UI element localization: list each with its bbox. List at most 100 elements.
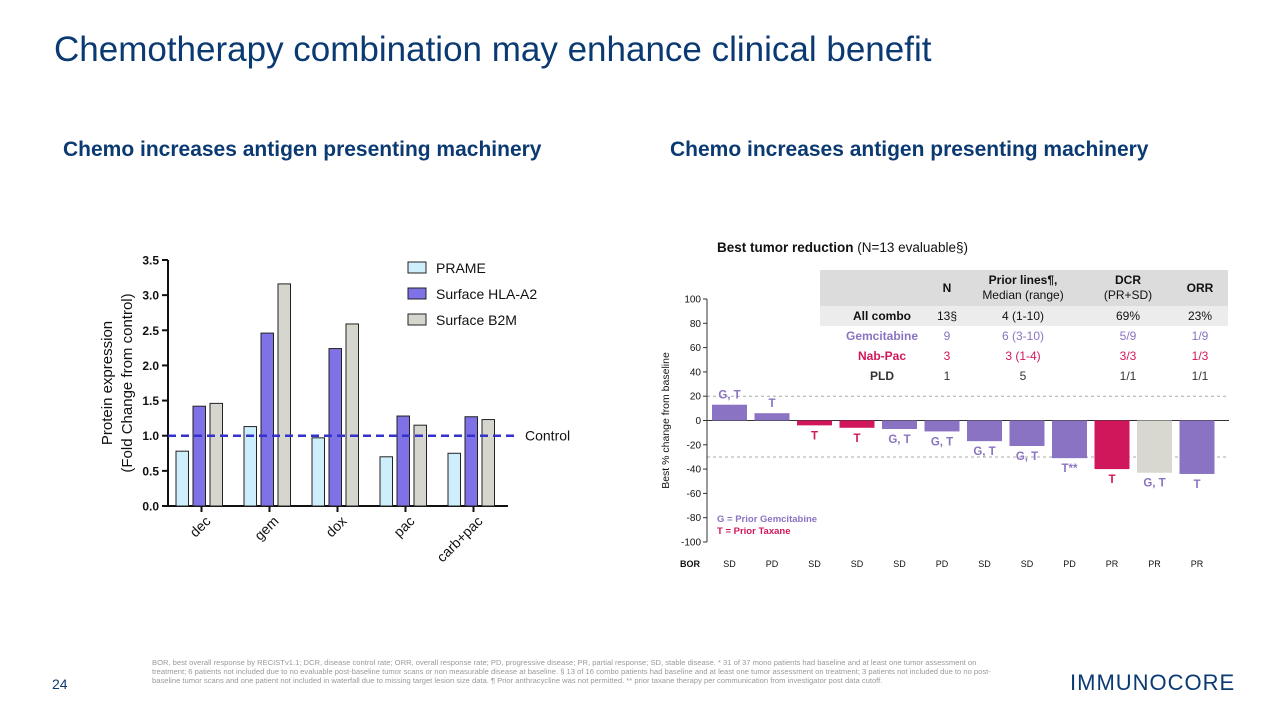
bar-annotation: T xyxy=(768,398,775,410)
table-cell: 3 xyxy=(944,349,951,363)
key-gemcitabine: G = Prior Gemcitabine xyxy=(717,514,817,525)
bor-label: PD xyxy=(936,559,949,569)
waterfall-title: Best tumor reduction (N=13 evaluable§) xyxy=(717,240,968,255)
y-tick-label: -80 xyxy=(687,513,702,524)
bar-surface-b2m xyxy=(481,419,495,507)
bar-surface-hla-a2 xyxy=(396,415,410,507)
waterfall-title-bold: Best tumor reduction xyxy=(717,240,854,255)
table-row-name: Gemcitabine xyxy=(846,329,918,343)
table-row-name: PLD xyxy=(870,369,894,383)
bar-annotation: T xyxy=(853,433,860,445)
table-body-bg xyxy=(820,326,1228,386)
bor-header: BOR xyxy=(680,559,701,569)
bar-annotation: T** xyxy=(1062,463,1079,475)
x-tick-label: dox xyxy=(322,513,349,540)
bor-label: SD xyxy=(1021,559,1034,569)
slide-title: Chemotherapy combination may enhance cli… xyxy=(54,30,932,69)
y-tick-label: 40 xyxy=(690,367,702,378)
bar-annotation: G, T xyxy=(973,446,995,458)
bor-label: PD xyxy=(766,559,779,569)
waterfall-bar xyxy=(1179,420,1215,474)
table-header-bg xyxy=(820,270,1228,306)
x-tick-label: pac xyxy=(390,513,417,540)
y-tick-label: 0.0 xyxy=(142,500,159,514)
bor-label: SD xyxy=(723,559,736,569)
waterfall-bar xyxy=(839,420,875,428)
bar-surface-hla-a2 xyxy=(328,348,342,507)
table-cell: 3 (1-4) xyxy=(1005,349,1040,363)
y-tick-label: 1.5 xyxy=(142,394,159,408)
bar-surface-b2m xyxy=(413,424,427,507)
y-tick-label: 0.5 xyxy=(142,464,159,478)
y-tick-label: 1.0 xyxy=(142,429,159,443)
waterfall-bar xyxy=(882,420,917,430)
table-cell: 1 xyxy=(944,369,951,383)
bar-annotation: G, T xyxy=(888,434,910,446)
table-row-name: All combo xyxy=(853,309,911,323)
tumor-reduction-chart: Best tumor reduction (N=13 evaluable§)10… xyxy=(660,240,1229,569)
bar-surface-b2m xyxy=(277,283,291,507)
table-row-bg xyxy=(820,306,1228,326)
table-cell: 1/1 xyxy=(1120,369,1137,383)
x-tick-label: dec xyxy=(186,513,213,540)
y-tick-label: 100 xyxy=(684,295,701,306)
bar-prame xyxy=(379,456,393,507)
table-cell: 4 (1-10) xyxy=(1002,309,1044,323)
table-cell: 6 (3-10) xyxy=(1002,329,1044,343)
bar-surface-hla-a2 xyxy=(192,405,206,507)
y-axis-label-line1: Protein expression xyxy=(99,321,116,445)
bor-label: PR xyxy=(1106,559,1119,569)
table-header-cell: (PR+SD) xyxy=(1104,288,1152,302)
bar-prame xyxy=(175,450,189,507)
bor-label: PR xyxy=(1148,559,1161,569)
y-tick-label: 2.5 xyxy=(142,324,159,338)
table-cell: 5 xyxy=(1020,369,1027,383)
bor-label: SD xyxy=(851,559,864,569)
bor-label: PR xyxy=(1191,559,1204,569)
table-cell: 5/9 xyxy=(1120,329,1137,343)
y-tick-label: -40 xyxy=(687,465,702,476)
y-tick-label: 3.5 xyxy=(142,254,159,268)
immunocore-logo: IMMUNOCORE xyxy=(1070,670,1236,695)
bar-annotation: G, T xyxy=(718,390,740,402)
page-number: 24 xyxy=(52,676,68,692)
bar-prame xyxy=(243,426,257,507)
table-header-cell: Median (range) xyxy=(982,288,1063,302)
x-tick-label: carb+pac xyxy=(433,513,485,565)
subheading-right: Chemo increases antigen presenting machi… xyxy=(670,138,1149,161)
table-row-name: Nab-Pac xyxy=(858,349,906,363)
y-tick-label: 60 xyxy=(690,343,702,354)
y-tick-label: 0 xyxy=(695,416,701,427)
bar-annotation: T xyxy=(1108,474,1115,486)
bar-annotation: T xyxy=(811,430,818,442)
bar-surface-hla-a2 xyxy=(260,332,274,507)
table-header-cell: ORR xyxy=(1187,281,1214,295)
y-tick-label: -100 xyxy=(681,538,701,549)
y-tick-label: 3.0 xyxy=(142,289,159,303)
waterfall-bar xyxy=(1009,420,1045,447)
legend-swatch xyxy=(407,287,427,300)
y-axis-label: Best % change from baseline xyxy=(660,352,672,489)
y-tick-label: -20 xyxy=(687,440,702,451)
table-cell: 69% xyxy=(1116,309,1140,323)
waterfall-bar xyxy=(924,420,960,432)
bor-label: SD xyxy=(978,559,991,569)
bar-annotation: T xyxy=(1193,479,1200,491)
subheading-left: Chemo increases antigen presenting machi… xyxy=(63,138,542,161)
key-taxane: T = Prior Taxane xyxy=(717,526,790,537)
bor-label: PD xyxy=(1063,559,1076,569)
legend-label: PRAME xyxy=(436,260,486,276)
y-tick-label: 80 xyxy=(690,319,702,330)
bar-surface-b2m xyxy=(345,323,359,507)
waterfall-bar xyxy=(967,420,1002,442)
table-header-cell: N xyxy=(943,281,952,295)
waterfall-bar xyxy=(1137,420,1172,473)
control-label: Control xyxy=(525,428,570,444)
legend-swatch xyxy=(407,261,427,274)
waterfall-bar xyxy=(712,404,747,421)
protein-expression-chart: 0.0 0.5 1.0 1.5 2.0 2.5 3.0 3.5 dec gem dox pac carb… xyxy=(99,254,570,566)
waterfall-bar xyxy=(1094,420,1130,470)
y-tick-label: 2.0 xyxy=(142,359,159,373)
bar-annotation: G, T xyxy=(1143,478,1165,490)
table-cell: 1/1 xyxy=(1192,369,1209,383)
